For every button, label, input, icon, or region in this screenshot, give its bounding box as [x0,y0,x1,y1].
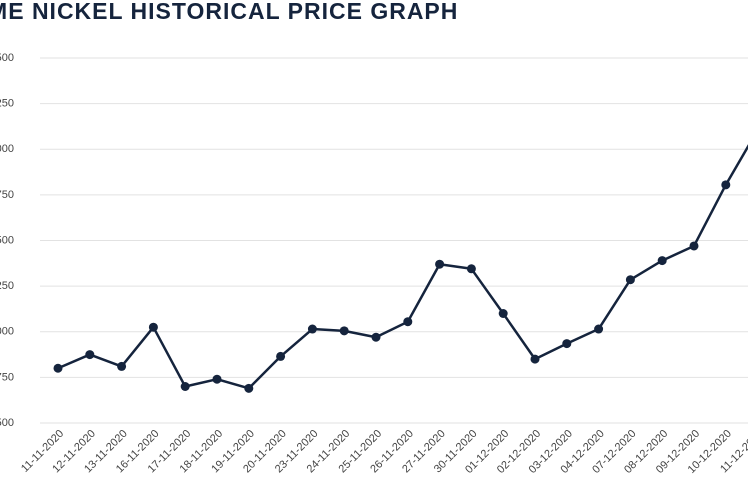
point [371,332,381,342]
point [657,256,667,266]
y-tick-label: 16 500 [0,234,14,246]
point [435,259,445,269]
point [85,350,95,360]
y-tick-label: 17 250 [0,98,14,110]
point [594,324,604,334]
point [721,180,731,190]
point [530,354,540,364]
point [307,324,317,334]
y-tick-label: 16 750 [0,189,14,201]
point [53,363,63,373]
point [148,322,158,332]
point [466,264,476,274]
point [339,326,349,336]
point [498,309,508,318]
y-tick-label: 17 500 [0,52,14,64]
point [212,374,222,384]
point [244,383,254,393]
point [117,361,127,371]
point [625,275,635,285]
y-tick-label: 16 000 [0,326,14,338]
y-tick-label: 17 000 [0,143,14,155]
y-tick-label: 16 250 [0,280,14,292]
point [180,382,190,391]
y-tick-label: 15 500 [0,417,14,429]
chart-title: LME NICKEL HISTORICAL PRICE GRAPH [0,0,458,24]
point [562,339,572,349]
point [689,241,699,251]
point [403,317,413,327]
line [57,144,748,390]
y-tick-label: 15 750 [0,371,14,383]
point [276,351,286,361]
